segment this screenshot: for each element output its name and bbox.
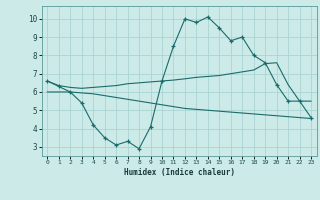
X-axis label: Humidex (Indice chaleur): Humidex (Indice chaleur) bbox=[124, 168, 235, 177]
